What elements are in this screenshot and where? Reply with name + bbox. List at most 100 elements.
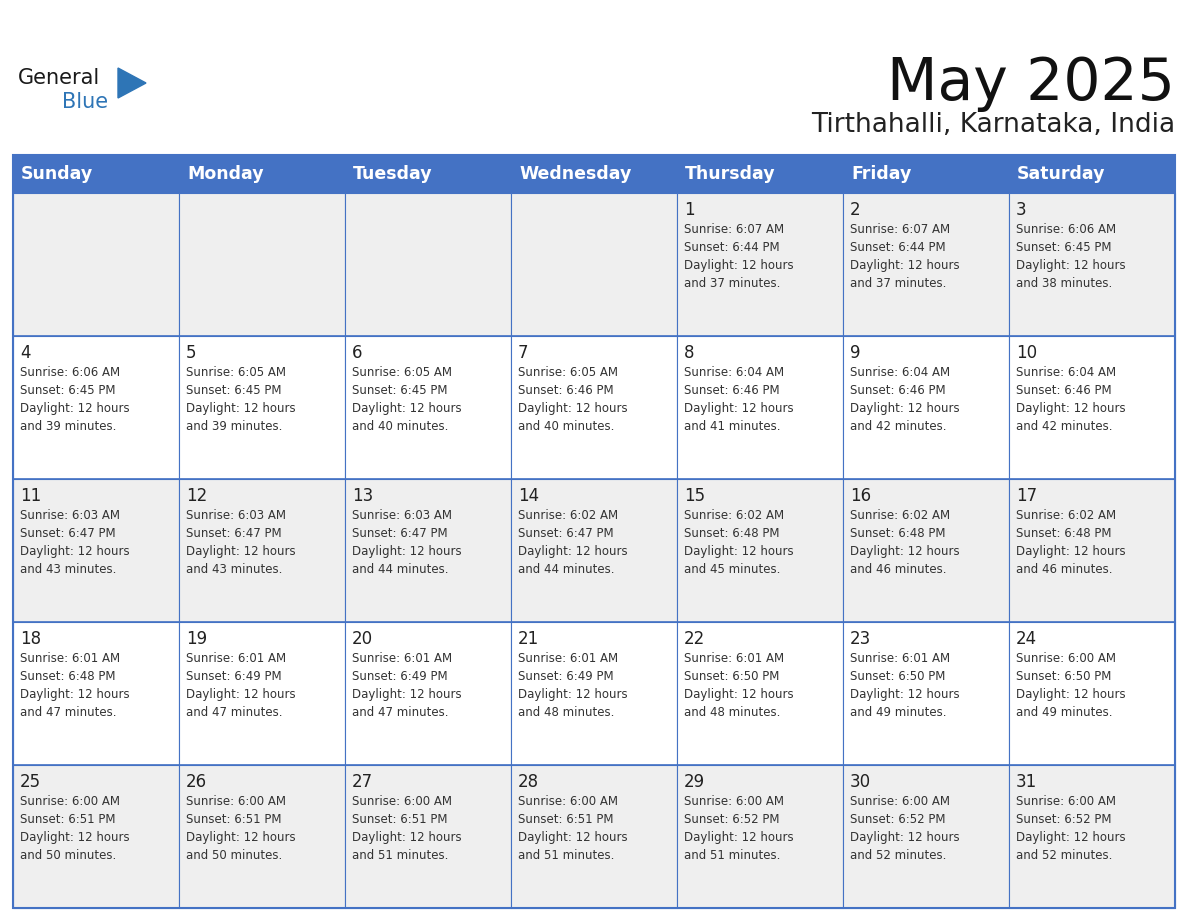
- Bar: [511, 479, 677, 622]
- Text: 6: 6: [352, 344, 362, 362]
- Text: Daylight: 12 hours: Daylight: 12 hours: [849, 688, 960, 701]
- Text: 8: 8: [684, 344, 695, 362]
- Bar: [345, 622, 511, 765]
- Text: and 51 minutes.: and 51 minutes.: [684, 849, 781, 862]
- Bar: [1009, 193, 1175, 336]
- Bar: [179, 336, 345, 479]
- Text: Sunrise: 6:00 AM: Sunrise: 6:00 AM: [1016, 795, 1116, 808]
- Text: and 44 minutes.: and 44 minutes.: [518, 563, 614, 576]
- Text: Daylight: 12 hours: Daylight: 12 hours: [684, 688, 794, 701]
- Text: and 49 minutes.: and 49 minutes.: [1016, 706, 1112, 719]
- Text: Sunrise: 6:06 AM: Sunrise: 6:06 AM: [1016, 223, 1116, 236]
- Text: Daylight: 12 hours: Daylight: 12 hours: [684, 259, 794, 272]
- Text: 10: 10: [1016, 344, 1037, 362]
- Bar: [13, 622, 179, 765]
- Text: General: General: [18, 68, 100, 88]
- Text: Daylight: 12 hours: Daylight: 12 hours: [352, 402, 462, 415]
- Bar: [843, 193, 1009, 336]
- Bar: [179, 155, 345, 193]
- Text: Sunrise: 6:04 AM: Sunrise: 6:04 AM: [1016, 366, 1116, 379]
- Bar: [677, 193, 843, 336]
- Text: Sunrise: 6:05 AM: Sunrise: 6:05 AM: [187, 366, 286, 379]
- Text: Sunrise: 6:00 AM: Sunrise: 6:00 AM: [518, 795, 618, 808]
- Text: 11: 11: [20, 487, 42, 505]
- Bar: [345, 336, 511, 479]
- Text: Daylight: 12 hours: Daylight: 12 hours: [684, 402, 794, 415]
- Text: Daylight: 12 hours: Daylight: 12 hours: [518, 831, 627, 844]
- Text: and 47 minutes.: and 47 minutes.: [187, 706, 283, 719]
- Text: 19: 19: [187, 630, 207, 648]
- Text: Sunrise: 6:01 AM: Sunrise: 6:01 AM: [352, 652, 453, 665]
- Text: Sunrise: 6:05 AM: Sunrise: 6:05 AM: [352, 366, 451, 379]
- Text: Sunset: 6:48 PM: Sunset: 6:48 PM: [20, 670, 115, 683]
- Bar: [13, 193, 179, 336]
- Text: Sunrise: 6:07 AM: Sunrise: 6:07 AM: [684, 223, 784, 236]
- Text: and 43 minutes.: and 43 minutes.: [20, 563, 116, 576]
- Text: and 43 minutes.: and 43 minutes.: [187, 563, 283, 576]
- Text: Daylight: 12 hours: Daylight: 12 hours: [849, 402, 960, 415]
- Bar: [843, 336, 1009, 479]
- Text: Daylight: 12 hours: Daylight: 12 hours: [1016, 831, 1125, 844]
- Text: Sunset: 6:45 PM: Sunset: 6:45 PM: [20, 384, 115, 397]
- Text: Thursday: Thursday: [685, 165, 776, 183]
- Text: Friday: Friday: [851, 165, 911, 183]
- Bar: [843, 479, 1009, 622]
- Text: and 45 minutes.: and 45 minutes.: [684, 563, 781, 576]
- Text: 28: 28: [518, 773, 539, 791]
- Text: 12: 12: [187, 487, 207, 505]
- Text: Sunset: 6:48 PM: Sunset: 6:48 PM: [849, 527, 946, 540]
- Text: Daylight: 12 hours: Daylight: 12 hours: [1016, 545, 1125, 558]
- Text: 1: 1: [684, 201, 695, 219]
- Text: 18: 18: [20, 630, 42, 648]
- Text: and 52 minutes.: and 52 minutes.: [1016, 849, 1112, 862]
- Text: Sunset: 6:46 PM: Sunset: 6:46 PM: [684, 384, 779, 397]
- Text: 26: 26: [187, 773, 207, 791]
- Text: and 51 minutes.: and 51 minutes.: [518, 849, 614, 862]
- Text: Sunset: 6:49 PM: Sunset: 6:49 PM: [187, 670, 282, 683]
- Text: 21: 21: [518, 630, 539, 648]
- Text: 16: 16: [849, 487, 871, 505]
- Text: and 50 minutes.: and 50 minutes.: [20, 849, 116, 862]
- Text: Sunset: 6:45 PM: Sunset: 6:45 PM: [1016, 241, 1112, 254]
- Text: and 49 minutes.: and 49 minutes.: [849, 706, 947, 719]
- Text: Daylight: 12 hours: Daylight: 12 hours: [352, 545, 462, 558]
- Bar: [843, 765, 1009, 908]
- Text: Sunrise: 6:03 AM: Sunrise: 6:03 AM: [352, 509, 451, 522]
- Text: Daylight: 12 hours: Daylight: 12 hours: [518, 688, 627, 701]
- Text: Daylight: 12 hours: Daylight: 12 hours: [1016, 259, 1125, 272]
- Text: Sunrise: 6:02 AM: Sunrise: 6:02 AM: [684, 509, 784, 522]
- Bar: [511, 155, 677, 193]
- Text: and 44 minutes.: and 44 minutes.: [352, 563, 449, 576]
- Text: and 46 minutes.: and 46 minutes.: [849, 563, 947, 576]
- Text: Daylight: 12 hours: Daylight: 12 hours: [187, 688, 296, 701]
- Text: Sunrise: 6:02 AM: Sunrise: 6:02 AM: [849, 509, 950, 522]
- Text: Daylight: 12 hours: Daylight: 12 hours: [352, 688, 462, 701]
- Text: Sunset: 6:44 PM: Sunset: 6:44 PM: [849, 241, 946, 254]
- Text: Sunrise: 6:00 AM: Sunrise: 6:00 AM: [849, 795, 950, 808]
- Bar: [677, 622, 843, 765]
- Text: and 41 minutes.: and 41 minutes.: [684, 420, 781, 433]
- Text: Sunset: 6:51 PM: Sunset: 6:51 PM: [352, 813, 448, 826]
- Bar: [677, 155, 843, 193]
- Bar: [677, 765, 843, 908]
- Text: May 2025: May 2025: [887, 55, 1175, 112]
- Text: Wednesday: Wednesday: [519, 165, 631, 183]
- Text: Blue: Blue: [62, 92, 108, 112]
- Bar: [179, 479, 345, 622]
- Text: Sunrise: 6:06 AM: Sunrise: 6:06 AM: [20, 366, 120, 379]
- Text: Sunset: 6:45 PM: Sunset: 6:45 PM: [187, 384, 282, 397]
- Bar: [13, 479, 179, 622]
- Text: 13: 13: [352, 487, 373, 505]
- Bar: [179, 193, 345, 336]
- Text: and 40 minutes.: and 40 minutes.: [352, 420, 448, 433]
- Text: Sunrise: 6:03 AM: Sunrise: 6:03 AM: [187, 509, 286, 522]
- Text: 30: 30: [849, 773, 871, 791]
- Text: Sunrise: 6:02 AM: Sunrise: 6:02 AM: [1016, 509, 1116, 522]
- Text: Daylight: 12 hours: Daylight: 12 hours: [352, 831, 462, 844]
- Text: Saturday: Saturday: [1017, 165, 1106, 183]
- Text: Sunset: 6:49 PM: Sunset: 6:49 PM: [518, 670, 614, 683]
- Text: and 52 minutes.: and 52 minutes.: [849, 849, 947, 862]
- Text: Sunrise: 6:00 AM: Sunrise: 6:00 AM: [1016, 652, 1116, 665]
- Text: Sunrise: 6:00 AM: Sunrise: 6:00 AM: [20, 795, 120, 808]
- Text: 9: 9: [849, 344, 860, 362]
